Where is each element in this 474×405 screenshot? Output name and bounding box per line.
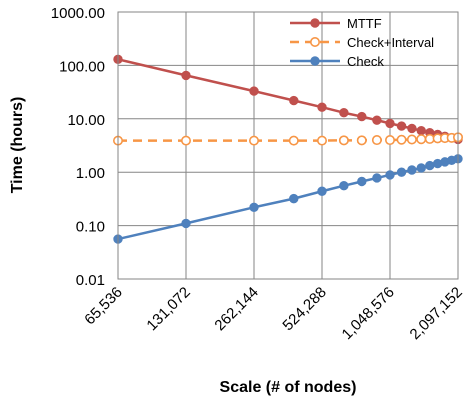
series-1-point — [416, 134, 427, 145]
x-tick-label: 65,536 — [81, 284, 125, 328]
series-0-point — [181, 70, 191, 81]
y-tick-label: 10.00 — [67, 112, 105, 129]
series-0-point — [339, 108, 349, 118]
series-2-point — [357, 176, 367, 187]
x-tick-label: 2,097,152 — [407, 284, 466, 343]
series-1-point — [338, 135, 349, 146]
y-axis-title: Time (hours) — [9, 97, 26, 194]
x-tick-labels: 65,536 131,072 262,144 524,288 1,048,576 2,09… — [81, 284, 465, 343]
series-2-point — [416, 163, 426, 173]
series-1-point — [406, 134, 417, 145]
series-1-point — [356, 135, 367, 146]
series-2-point — [339, 180, 349, 191]
y-tick-label: 0.01 — [76, 272, 105, 289]
legend-marker-2 — [310, 56, 320, 66]
series-0-point — [249, 86, 259, 96]
legend: MTTF Check+Interval Check — [290, 16, 434, 69]
x-axis-title: Scale (# of nodes) — [220, 379, 357, 396]
series-0-point — [289, 95, 299, 106]
series-1-point — [384, 135, 395, 146]
plot-area — [118, 12, 458, 279]
series-0-point — [396, 121, 407, 131]
series-0-point — [317, 102, 327, 112]
y-tick-label: 1.00 — [76, 165, 105, 182]
y-tick-label: 100.00 — [59, 58, 105, 75]
series-2-point — [425, 160, 435, 171]
series-1-point — [371, 135, 382, 146]
series-2-point — [181, 218, 191, 229]
series-2-point — [385, 170, 395, 180]
series-2-point — [396, 167, 407, 177]
series-2-point — [407, 165, 417, 175]
series-0-point — [385, 118, 395, 129]
x-tick-label: 131,072 — [143, 284, 193, 334]
x-tick-label: 262,144 — [211, 284, 261, 334]
legend-label-2: Check — [347, 54, 384, 69]
series-0-point — [407, 123, 417, 134]
legend-marker-1 — [309, 36, 320, 47]
series-2-point — [372, 173, 382, 183]
y-tick-labels: 0.01 0.10 1.00 10.00 100.00 1000.00 — [51, 5, 105, 289]
series-2-point — [249, 202, 259, 213]
legend-label-1: Check+Interval — [347, 35, 434, 50]
y-tick-label: 1000.00 — [51, 5, 105, 22]
series-layer — [113, 54, 463, 244]
series-0-point — [357, 111, 367, 122]
plot-border — [117, 11, 459, 280]
legend-label-0: MTTF — [347, 16, 382, 31]
series-1-point — [181, 135, 192, 146]
x-tick-label: 524,288 — [279, 284, 329, 334]
series-2-point — [317, 186, 327, 196]
legend-marker-0 — [310, 18, 320, 28]
series-1-point — [316, 135, 327, 146]
series-1-point — [249, 135, 260, 146]
series-1-point — [288, 135, 299, 146]
series-2-point — [289, 193, 299, 204]
series-0-point — [416, 125, 426, 136]
x-tick-label: 1,048,576 — [339, 284, 398, 343]
series-1-point — [396, 134, 407, 145]
series-0-point — [372, 115, 382, 125]
y-tick-label: 0.10 — [76, 219, 105, 236]
